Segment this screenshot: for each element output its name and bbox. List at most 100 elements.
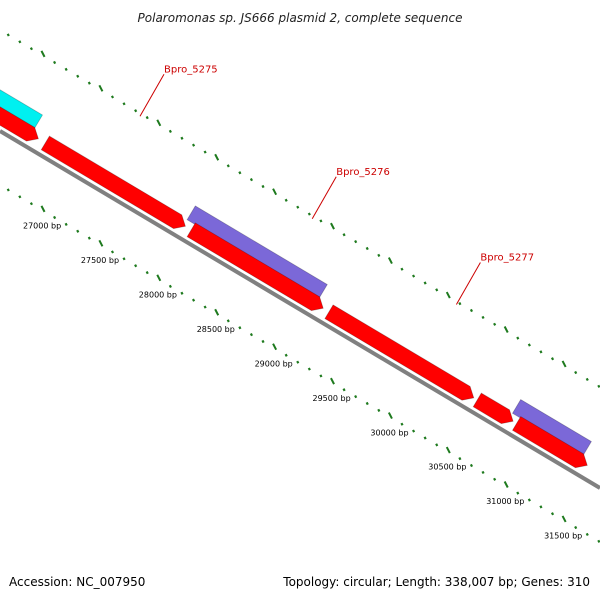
inner-tick (87, 236, 91, 240)
inner-tick (64, 222, 68, 226)
inner-tick (214, 308, 220, 316)
inner-tick (110, 250, 115, 254)
outer-tick (76, 74, 80, 78)
outer-tick (412, 274, 416, 278)
outer-tick (134, 109, 138, 113)
outer-tick (6, 33, 10, 37)
inner-tick (29, 202, 33, 206)
inner-tick (469, 463, 474, 468)
inner-tick (226, 319, 230, 323)
position-label: 29500 bp (313, 394, 351, 403)
inner-tick (284, 353, 288, 357)
inner-tick (168, 284, 172, 288)
outer-tick (284, 198, 288, 202)
inner-tick (203, 305, 207, 309)
inner-tick (342, 388, 346, 392)
outer-tick (168, 129, 172, 133)
outer-tick (365, 246, 369, 251)
inner-tick (516, 491, 520, 495)
outer-tick (585, 377, 589, 382)
outer-tick (469, 308, 474, 313)
position-label: 30500 bp (428, 463, 466, 472)
outer-tick (550, 357, 555, 361)
outer-tick (330, 222, 335, 230)
inner-tick (53, 215, 57, 220)
gene-arrow-red[interactable] (472, 392, 514, 425)
gene-arrow-red[interactable] (324, 304, 475, 401)
inner-tick (387, 412, 393, 420)
outer-tick (191, 143, 196, 147)
gene-arrow-red[interactable] (0, 100, 39, 142)
inner-tick (40, 205, 46, 213)
inner-tick (354, 395, 358, 399)
outer-tick (249, 178, 253, 182)
outer-tick (516, 336, 520, 340)
inner-tick (6, 188, 10, 192)
position-label: 27500 bp (81, 256, 119, 265)
inner-tick (76, 229, 80, 233)
outer-tick (87, 81, 91, 85)
inner-tick (191, 298, 196, 302)
outer-tick (64, 67, 68, 71)
outer-tick (296, 205, 300, 209)
outer-tick (156, 119, 162, 127)
inner-tick (574, 525, 578, 530)
outer-tick (122, 102, 126, 106)
position-label: 31000 bp (486, 497, 524, 506)
outer-tick (435, 288, 439, 292)
outer-tick (238, 171, 242, 175)
outer-tick (574, 370, 578, 375)
position-label: 29000 bp (255, 359, 293, 368)
outer-tick (307, 212, 311, 216)
inner-tick (330, 377, 335, 385)
outer-tick (40, 50, 46, 58)
backbone-line (0, 129, 600, 490)
inner-tick (145, 271, 149, 275)
inner-tick (249, 333, 253, 337)
position-label: 28500 bp (197, 325, 235, 334)
gene-arrow-red[interactable] (40, 135, 186, 230)
inner-tick (503, 481, 509, 488)
outer-tick (272, 188, 278, 196)
gene-label-leader (311, 176, 337, 220)
inner-tick (597, 539, 600, 543)
inner-tick (527, 498, 531, 502)
outer-tick (400, 267, 404, 271)
outer-tick (387, 257, 393, 265)
outer-tick (203, 150, 207, 154)
outer-tick (493, 322, 497, 326)
inner-tick-ring (6, 188, 600, 543)
inner-tick (98, 239, 104, 247)
outer-tick (445, 291, 451, 299)
inner-tick (261, 339, 265, 344)
inner-tick (423, 436, 427, 440)
outer-tick-ring (6, 33, 600, 388)
position-label: 31500 bp (544, 532, 582, 541)
inner-tick (180, 291, 184, 295)
outer-tick (214, 153, 220, 161)
inner-tick (307, 367, 311, 371)
inner-tick (561, 515, 567, 523)
inner-tick (458, 457, 462, 461)
outer-tick (561, 360, 567, 368)
outer-tick (180, 136, 184, 140)
outer-tick (18, 40, 22, 44)
inner-tick (238, 326, 242, 330)
gene-arrow-red[interactable] (186, 222, 324, 312)
outer-tick (539, 350, 543, 354)
outer-tick (29, 47, 33, 51)
outer-tick (261, 184, 265, 189)
outer-tick (481, 315, 485, 320)
gene-arrow-red[interactable] (511, 415, 588, 469)
gene-track (0, 89, 592, 469)
outer-tick (98, 84, 104, 92)
outer-tick (110, 95, 115, 99)
position-label: 28000 bp (139, 290, 177, 299)
inner-tick (481, 470, 485, 475)
inner-tick (272, 343, 278, 351)
outer-tick (226, 164, 230, 168)
outer-tick (319, 219, 323, 223)
outer-tick (377, 253, 381, 258)
inner-tick (539, 505, 543, 509)
